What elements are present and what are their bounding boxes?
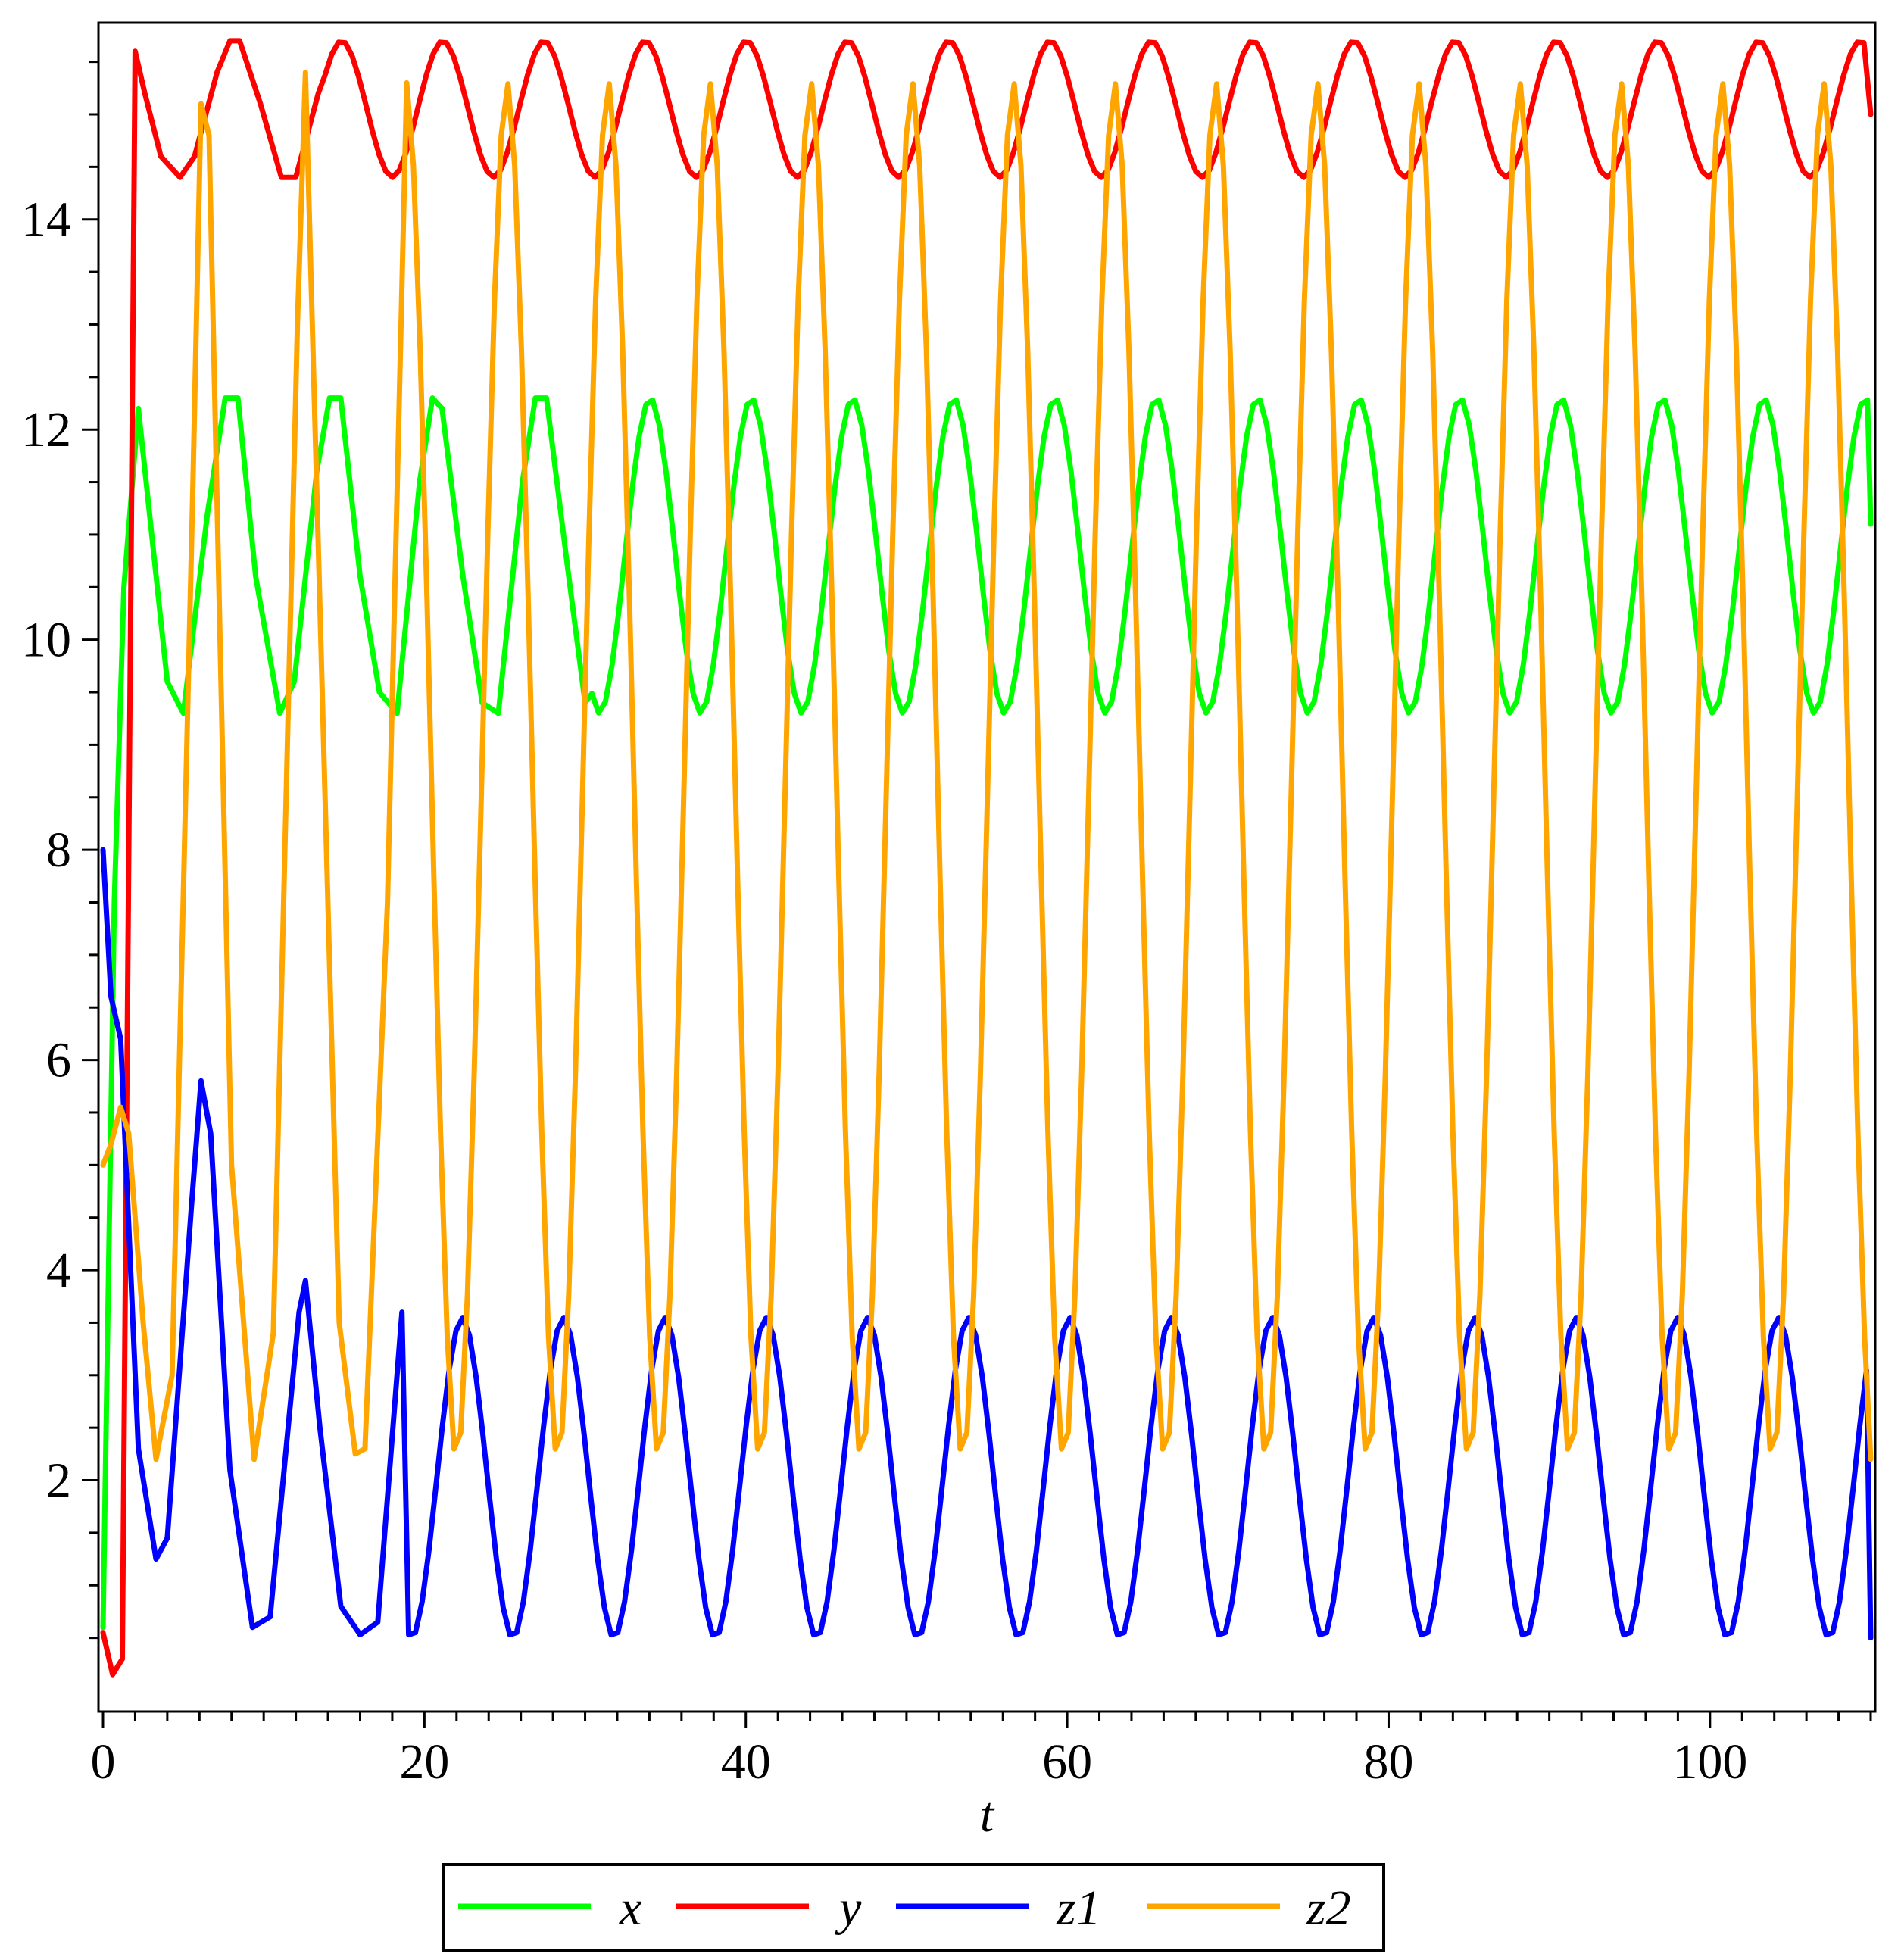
x-tick-label: 20	[399, 1734, 449, 1790]
axis-ticks: 0 20 40 60 80 100 2 4 6 8 10 12 14	[21, 61, 1872, 1790]
x-tick-label: 0	[91, 1734, 116, 1790]
plot-frame	[97, 21, 1877, 1713]
x-axis-title: t	[980, 1787, 995, 1843]
y-tick-label: 4	[46, 1243, 71, 1298]
y-tick-label: 12	[21, 402, 71, 457]
x-tick-label: 80	[1363, 1734, 1413, 1790]
x-tick-label: 60	[1042, 1734, 1092, 1790]
x-tick-label: 40	[721, 1734, 771, 1790]
y-tick-label: 10	[21, 613, 71, 668]
legend-label-x: x	[619, 1880, 641, 1936]
y-tick-label: 2	[46, 1453, 71, 1509]
y-tick-label: 14	[21, 192, 71, 248]
y-tick-label: 6	[46, 1033, 71, 1088]
y-tick-label: 8	[46, 822, 71, 878]
x-tick-label: 100	[1672, 1734, 1747, 1790]
series-layer	[100, 38, 1874, 1678]
legend: x y z1 z2	[442, 1863, 1385, 1952]
legend-label-y: y	[835, 1880, 862, 1936]
series-line-x	[100, 395, 1874, 1631]
series-line-z1	[100, 847, 1874, 1641]
legend-label-z1: z1	[1056, 1880, 1101, 1936]
series-line-z2	[100, 70, 1874, 1462]
legend-label-z2: z2	[1306, 1880, 1351, 1936]
